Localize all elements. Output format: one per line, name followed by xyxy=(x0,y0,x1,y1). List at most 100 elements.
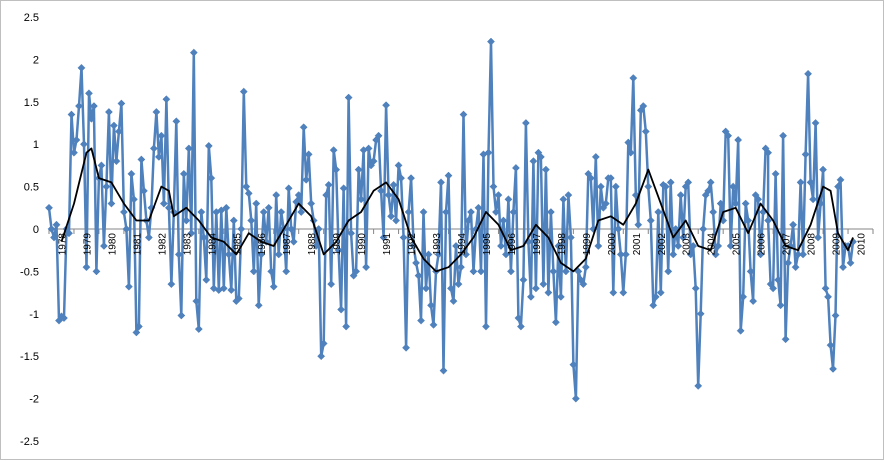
data-point-marker xyxy=(377,186,386,195)
data-point-marker xyxy=(484,148,493,157)
data-point-marker xyxy=(197,208,206,216)
data-point-marker xyxy=(764,216,773,225)
data-point-marker xyxy=(404,208,413,216)
data-point-marker xyxy=(477,267,485,276)
data-point-marker xyxy=(247,216,256,225)
y-tick-label: -1 xyxy=(29,309,39,321)
data-point-marker xyxy=(469,267,478,276)
y-axis-tick-labels: 2.5 2 1.5 1 0.5 0 -0.5 -1 -1.5 -2 -2.5 xyxy=(20,12,39,448)
data-point-marker xyxy=(422,284,430,293)
data-point-marker xyxy=(796,178,805,187)
data-point-marker xyxy=(566,233,575,242)
data-point-marker xyxy=(132,328,141,337)
data-point-marker xyxy=(804,69,813,78)
x-tick-label: 1986 xyxy=(257,233,268,256)
data-point-marker xyxy=(339,184,348,193)
data-point-marker xyxy=(224,250,233,259)
data-point-marker xyxy=(586,174,595,183)
data-point-marker xyxy=(252,199,261,208)
data-point-marker xyxy=(107,199,116,208)
data-point-marker xyxy=(714,242,723,250)
data-point-marker xyxy=(109,121,118,130)
data-point-marker xyxy=(342,322,351,331)
data-point-marker xyxy=(237,225,246,233)
data-point-marker xyxy=(561,267,570,276)
data-point-marker xyxy=(192,297,201,306)
data-point-marker xyxy=(696,309,705,318)
data-point-marker xyxy=(154,152,163,161)
y-tick-label: 1 xyxy=(33,139,39,151)
data-point-marker xyxy=(611,182,620,191)
data-point-marker xyxy=(496,242,505,250)
data-point-marker xyxy=(267,267,276,276)
data-point-marker xyxy=(274,250,283,259)
y-tick-label: -2.5 xyxy=(20,436,39,448)
data-point-marker xyxy=(324,180,333,189)
x-tick-label: 1990 xyxy=(357,233,368,256)
data-point-marker xyxy=(699,225,708,233)
data-point-marker xyxy=(459,110,468,119)
data-point-marker xyxy=(429,320,438,329)
x-tick-label: 1980 xyxy=(107,233,118,256)
series-line-monthly xyxy=(47,40,855,400)
data-point-marker xyxy=(504,195,513,204)
data-point-marker xyxy=(809,195,818,204)
series-layer xyxy=(45,37,857,403)
data-point-marker xyxy=(269,282,278,291)
data-point-marker xyxy=(70,148,78,157)
data-point-marker xyxy=(65,229,73,238)
data-point-marker xyxy=(744,216,753,225)
data-point-marker xyxy=(544,288,553,297)
data-point-marker xyxy=(811,119,820,127)
data-point-marker xyxy=(374,131,383,140)
data-point-marker xyxy=(397,174,406,183)
x-tick-label: 2007 xyxy=(782,233,793,256)
data-point-marker xyxy=(639,102,648,110)
data-point-marker xyxy=(506,267,515,276)
data-point-marker xyxy=(287,225,296,233)
data-point-marker xyxy=(831,311,840,320)
data-point-marker xyxy=(99,242,108,250)
data-point-marker xyxy=(814,233,823,242)
x-tick-label: 1982 xyxy=(157,233,168,256)
data-point-marker xyxy=(394,161,403,170)
data-point-marker xyxy=(839,263,847,272)
data-point-marker xyxy=(591,152,600,161)
data-point-marker xyxy=(264,203,273,212)
data-point-marker xyxy=(322,191,331,200)
data-point-marker xyxy=(819,165,828,174)
data-point-marker xyxy=(821,284,830,293)
data-point-marker xyxy=(746,267,755,276)
data-point-marker xyxy=(449,297,458,306)
data-point-marker xyxy=(691,284,700,293)
data-point-marker xyxy=(77,63,86,72)
data-point-marker xyxy=(749,297,758,306)
data-point-marker xyxy=(89,102,98,110)
data-point-marker xyxy=(157,131,166,140)
data-point-marker xyxy=(694,381,703,390)
data-point-marker xyxy=(362,263,371,272)
data-point-marker xyxy=(284,184,293,193)
data-point-marker xyxy=(414,271,423,280)
data-point-marker xyxy=(531,284,540,293)
data-point-marker xyxy=(706,178,715,187)
x-tick-label: 2004 xyxy=(707,233,718,256)
data-point-marker xyxy=(162,95,171,104)
data-point-marker xyxy=(80,140,88,149)
data-point-marker xyxy=(629,74,638,83)
x-tick-label: 1999 xyxy=(582,233,593,256)
data-point-marker xyxy=(332,165,341,174)
data-point-marker xyxy=(134,322,143,331)
data-point-marker xyxy=(344,93,353,102)
data-point-marker xyxy=(144,233,153,242)
y-tick-label: -2 xyxy=(29,394,39,406)
x-tick-label: 1997 xyxy=(532,233,543,256)
data-point-marker xyxy=(676,191,685,200)
x-tick-label: 1987 xyxy=(282,233,293,256)
data-point-marker xyxy=(624,138,633,147)
data-point-marker xyxy=(182,216,191,225)
x-tick-label: 2003 xyxy=(682,233,693,256)
data-point-marker xyxy=(774,275,783,284)
data-point-marker xyxy=(526,292,535,301)
data-point-marker xyxy=(574,267,583,276)
